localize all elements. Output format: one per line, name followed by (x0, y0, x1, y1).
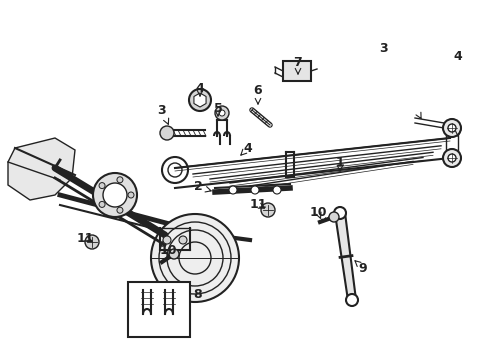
Circle shape (328, 212, 338, 222)
Circle shape (447, 154, 455, 162)
Text: 3: 3 (378, 41, 386, 54)
Circle shape (261, 203, 274, 217)
Circle shape (85, 235, 99, 249)
Text: 4: 4 (243, 141, 252, 154)
Circle shape (179, 236, 186, 244)
Circle shape (160, 126, 174, 140)
Circle shape (103, 183, 127, 207)
Polygon shape (194, 93, 205, 107)
Text: 6: 6 (253, 84, 262, 96)
Circle shape (228, 186, 237, 194)
Circle shape (169, 249, 179, 259)
Text: 1: 1 (335, 156, 344, 168)
Circle shape (442, 149, 460, 167)
Circle shape (163, 236, 171, 244)
Circle shape (442, 119, 460, 137)
Circle shape (151, 214, 239, 302)
Text: 10: 10 (159, 243, 176, 256)
Text: 4: 4 (195, 81, 204, 94)
Polygon shape (334, 212, 355, 301)
Circle shape (99, 183, 105, 189)
Text: 8: 8 (193, 288, 202, 302)
Circle shape (346, 294, 357, 306)
Circle shape (333, 207, 346, 219)
Text: 4: 4 (453, 50, 462, 63)
Text: 3: 3 (157, 104, 166, 117)
Circle shape (117, 177, 122, 183)
Text: 5: 5 (213, 102, 222, 114)
Polygon shape (8, 138, 75, 200)
Circle shape (219, 110, 224, 116)
Text: 2: 2 (193, 180, 202, 194)
Text: 11: 11 (76, 231, 94, 244)
Text: 10: 10 (308, 206, 326, 219)
Circle shape (447, 124, 455, 132)
Text: 7: 7 (293, 55, 302, 68)
Circle shape (93, 173, 137, 217)
Circle shape (189, 89, 210, 111)
Circle shape (215, 106, 228, 120)
Text: 9: 9 (358, 261, 366, 274)
Circle shape (128, 192, 134, 198)
Circle shape (272, 186, 281, 194)
Bar (283, 61, 310, 81)
Circle shape (250, 186, 259, 194)
Circle shape (99, 201, 105, 207)
Circle shape (117, 207, 122, 213)
Bar (128, 282, 190, 337)
Text: 11: 11 (249, 198, 266, 211)
